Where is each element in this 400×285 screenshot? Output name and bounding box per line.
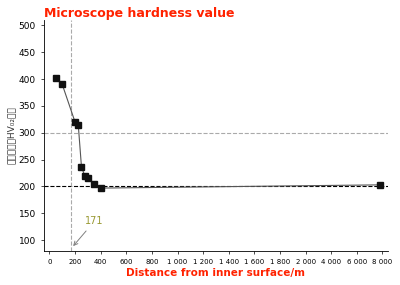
X-axis label: Distance from inner surface/m: Distance from inner surface/m <box>126 268 306 278</box>
Y-axis label: 显微硬度（HV₀₂）值: 显微硬度（HV₀₂）值 <box>7 107 16 164</box>
Text: 171: 171 <box>74 216 104 245</box>
Text: Microscope hardness value: Microscope hardness value <box>44 7 235 20</box>
